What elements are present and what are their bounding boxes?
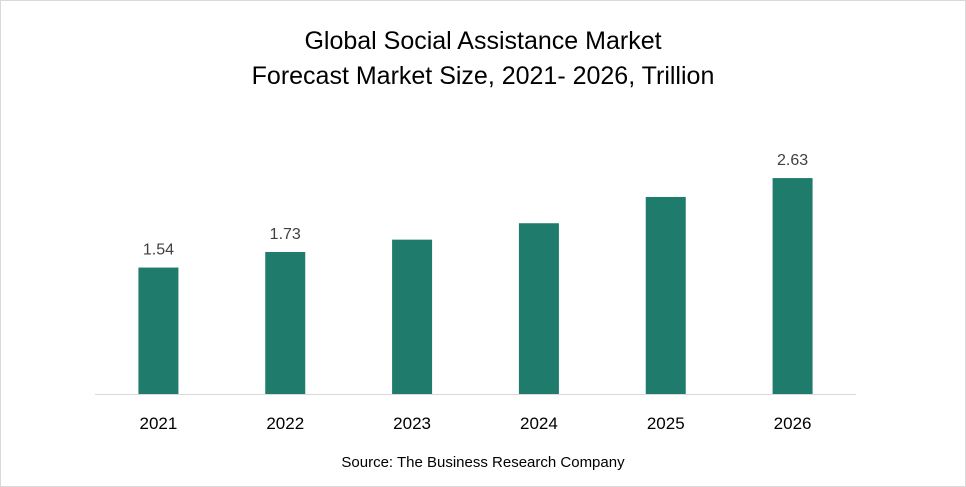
data-label-2021: 1.54 — [143, 242, 174, 259]
x-tick-label: 2024 — [520, 414, 558, 433]
chart-title: Global Social Assistance Market — [304, 27, 662, 55]
bar-2026 — [772, 178, 813, 394]
data-label-2026: 2.63 — [777, 152, 808, 169]
source-note: Source: The Business Research Company — [341, 454, 625, 471]
x-tick-label: 2023 — [393, 414, 431, 433]
bar-2024 — [518, 223, 559, 394]
bar-2023 — [392, 239, 433, 394]
bar-2021 — [138, 267, 179, 394]
bar-2025 — [645, 196, 686, 394]
data-label-2022: 1.73 — [270, 226, 301, 243]
x-tick-label: 2021 — [140, 414, 178, 433]
chart-subtitle: Forecast Market Size, 2021- 2026, Trilli… — [251, 62, 715, 90]
x-tick-label: 2022 — [266, 414, 304, 433]
bar-2022 — [265, 251, 306, 394]
x-tick-label: 2025 — [647, 414, 685, 433]
x-tick-label: 2026 — [774, 414, 812, 433]
